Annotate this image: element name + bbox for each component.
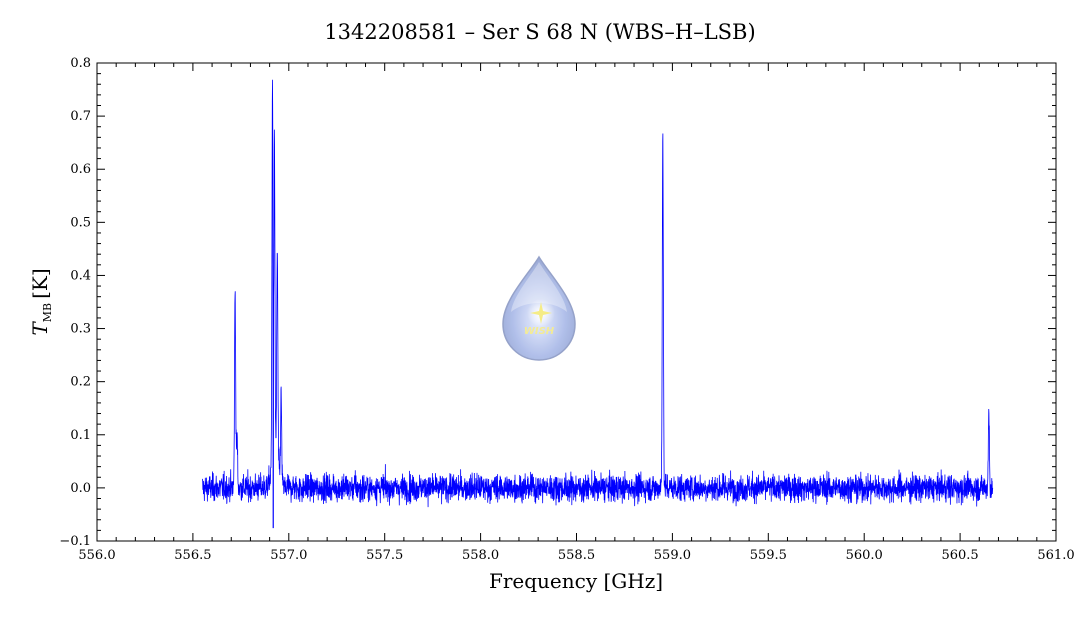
y-tick-label: 0.2 — [70, 375, 91, 390]
svg-text:TMB[K]: TMB [K] — [28, 268, 54, 335]
x-tick-labels: 556.0 556.5 557.0 557.5 558.0 558.5 559.0 559.5… — [78, 548, 1074, 563]
y-axis-label: TMB [K] — [28, 268, 54, 335]
y-tick-label: 0.1 — [70, 428, 91, 443]
x-tick-label: 559.5 — [750, 548, 787, 563]
wish-logo: WISH — [502, 255, 576, 361]
x-tick-label: 557.0 — [270, 548, 307, 563]
x-tick-label: 556.5 — [174, 548, 211, 563]
logo-text: WISH — [524, 326, 555, 337]
y-tick-label: −0.1 — [59, 534, 91, 549]
x-tick-label: 559.0 — [654, 548, 691, 563]
x-tick-label: 558.5 — [558, 548, 595, 563]
star-icon — [530, 302, 552, 324]
y-axis-label-sub: MB — [41, 303, 54, 322]
axis-ticks — [96, 62, 1057, 542]
plot-frame — [96, 62, 1057, 542]
y-axis-label-main: T — [28, 321, 52, 336]
y-tick-labels: −0.1 0.0 0.1 0.2 0.3 0.4 0.5 0.6 0.7 0.8 — [59, 56, 91, 549]
x-tick-label: 560.5 — [941, 548, 978, 563]
y-tick-label: 0.4 — [70, 268, 91, 283]
y-tick-label: 0.6 — [70, 162, 91, 177]
y-axis-label-unit: [K] — [28, 268, 52, 299]
chart-title: 1342208581 – Ser S 68 N (WBS–H–LSB) — [324, 20, 755, 44]
y-tick-label: 0.0 — [70, 481, 91, 496]
x-tick-label: 556.0 — [78, 548, 115, 563]
spectrum-line — [202, 79, 994, 529]
y-tick-label: 0.3 — [70, 322, 91, 337]
x-tick-label: 557.5 — [366, 548, 403, 563]
y-tick-label: 0.5 — [70, 215, 91, 230]
y-tick-label: 0.8 — [70, 56, 91, 71]
x-tick-label: 560.0 — [846, 548, 883, 563]
x-tick-label: 561.0 — [1037, 548, 1074, 563]
x-tick-label: 558.0 — [462, 548, 499, 563]
x-axis-label: Frequency [GHz] — [489, 569, 663, 593]
y-tick-label: 0.7 — [70, 109, 91, 124]
